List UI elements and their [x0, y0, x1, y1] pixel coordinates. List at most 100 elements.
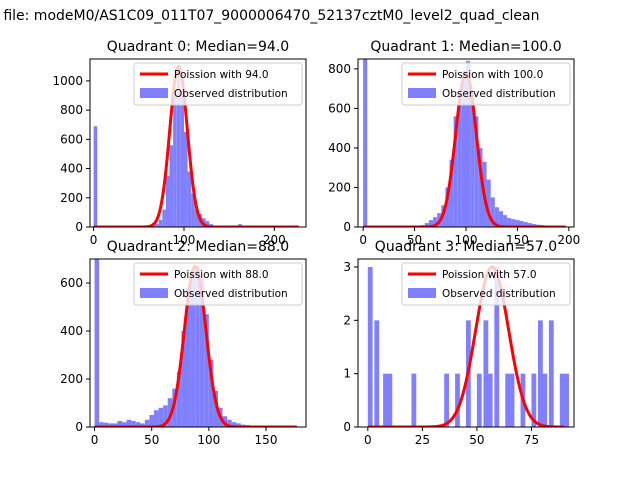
y-tick-label: 0 — [75, 420, 83, 434]
y-tick-label: 200 — [328, 180, 351, 194]
legend-label-fit: Poission with 94.0 — [174, 69, 269, 81]
hist-bar — [507, 218, 512, 227]
hist-bar — [449, 159, 454, 227]
y-tick-label: 600 — [328, 101, 351, 115]
hist-bar — [503, 215, 508, 227]
hist-bar — [466, 60, 471, 227]
legend-box — [133, 262, 303, 306]
hist-bar — [478, 147, 483, 227]
legend-label-fit: Poission with 57.0 — [442, 269, 537, 281]
hist-bar — [444, 373, 449, 427]
hist-bar — [167, 398, 173, 427]
hist-bar — [144, 419, 150, 427]
y-tick-label: 1 — [343, 367, 351, 381]
hist-bar — [169, 145, 174, 227]
hist-bar — [367, 267, 373, 427]
y-tick-label: 0 — [343, 220, 351, 234]
hist-bar — [162, 209, 166, 227]
hist-bar — [199, 278, 205, 427]
axes-frame — [89, 258, 307, 428]
legend-label-fit: Poission with 100.0 — [442, 69, 543, 81]
hist-bar — [509, 373, 515, 427]
hist-bar — [204, 314, 209, 427]
hist-bar — [548, 320, 554, 427]
hist-bar — [158, 219, 163, 227]
poisson-fit-line — [366, 265, 566, 427]
x-tick-label: 100 — [455, 233, 478, 247]
x-tick-label: 0 — [91, 433, 99, 447]
hist-bar — [519, 221, 524, 227]
subplot-quadrant-1: 0 50 100 150 200 0 200 400 600 800 Quadrant 1: Med… — [328, 39, 580, 247]
legend-label-observed: Observed distribution — [442, 288, 556, 300]
hist-bar — [187, 171, 192, 227]
hist-bar — [374, 320, 380, 427]
hist-bar — [538, 320, 543, 427]
y-tick-label: 800 — [60, 103, 83, 117]
hist-bar — [208, 359, 214, 427]
hist-bar — [490, 197, 495, 227]
hist-bar — [99, 422, 104, 427]
x-tick-label: 75 — [524, 433, 539, 447]
x-tick-label: 100 — [197, 433, 220, 447]
hist-bar — [483, 320, 489, 427]
hist-bar — [474, 116, 479, 227]
legend-box — [133, 62, 303, 106]
hist-bar — [180, 95, 184, 227]
legend-bar-swatch — [408, 88, 436, 98]
hist-bar — [564, 373, 569, 427]
x-tick-label: 200 — [263, 233, 286, 247]
hist-bar — [227, 419, 232, 427]
hist-bar — [163, 405, 168, 427]
hist-bar — [453, 116, 458, 227]
x-tick-label: 200 — [557, 233, 580, 247]
hist-bar — [122, 422, 127, 427]
hist-bar — [487, 373, 493, 427]
y-tick-label: 800 — [328, 62, 351, 76]
hist-bar — [194, 209, 199, 227]
hist-bar — [126, 419, 132, 427]
x-tick-label: 25 — [415, 433, 430, 447]
hist-bar — [523, 222, 528, 227]
hist-bar — [181, 331, 186, 427]
hist-bar — [428, 220, 434, 227]
legend-box — [401, 62, 571, 106]
hist-bar — [108, 423, 113, 427]
hist-bar — [542, 373, 548, 427]
hist-bar — [205, 221, 210, 227]
legend-bar-swatch — [408, 288, 436, 298]
y-tick-label: 0 — [75, 220, 83, 234]
hist-bar — [93, 126, 98, 227]
legend-bar-swatch — [140, 288, 168, 298]
legend-label-fit: Poission with 88.0 — [174, 269, 269, 281]
hist-bar — [176, 72, 181, 227]
hist-bar — [213, 391, 218, 427]
hist-bar — [186, 287, 191, 427]
plot-area — [366, 265, 569, 427]
y-tick-label: 600 — [60, 276, 83, 290]
hist-bar — [424, 223, 429, 227]
hist-bar — [527, 223, 532, 227]
y-tick-label: 400 — [60, 162, 83, 176]
x-tick-label: 50 — [407, 233, 422, 247]
hist-bar — [455, 373, 460, 427]
hist-bar — [387, 373, 393, 427]
y-tick-label: 200 — [60, 191, 83, 205]
legend-label-observed: Observed distribution — [174, 288, 288, 300]
subplot-title: Quadrant 3: Median=57.0 — [375, 239, 557, 255]
hist-bar — [511, 219, 516, 227]
y-tick-label: 0 — [343, 420, 351, 434]
hist-bar — [383, 373, 388, 427]
x-tick-label: 0 — [359, 233, 367, 247]
hist-bar — [176, 371, 182, 427]
legend-label-observed: Observed distribution — [442, 88, 556, 100]
legend-bar-swatch — [140, 88, 168, 98]
plot-area — [92, 64, 300, 227]
y-tick-label: 400 — [328, 141, 351, 155]
hist-bar — [498, 211, 504, 227]
hist-bar — [190, 271, 196, 427]
y-tick-label: 3 — [343, 260, 351, 274]
y-tick-label: 400 — [60, 324, 83, 338]
subplot-quadrant-0: 0 100 200 0 200 400 600 800 1000 Quadrant 0: Medi… — [52, 39, 307, 247]
hist-bar — [112, 423, 118, 427]
subplot-title: Quadrant 0: Median=94.0 — [107, 39, 289, 55]
